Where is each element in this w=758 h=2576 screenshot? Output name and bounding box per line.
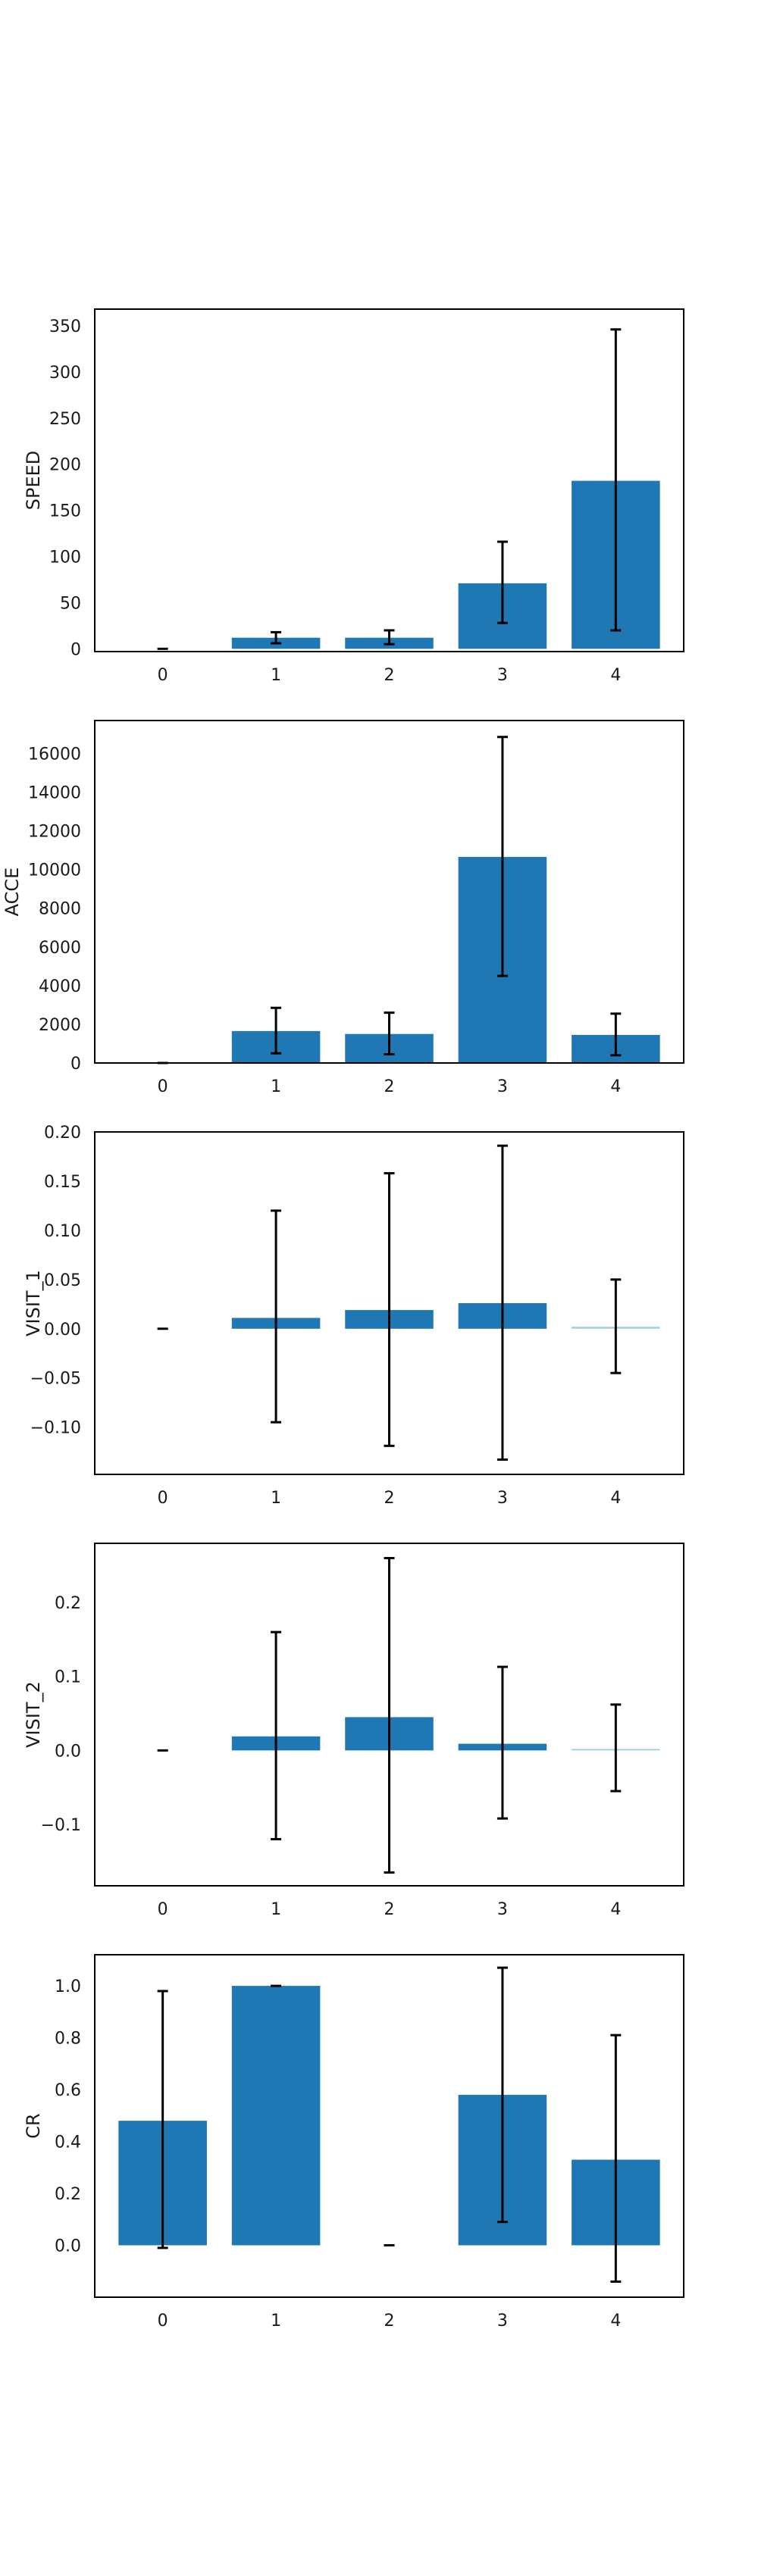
x-tick-label: 0 <box>158 1489 168 1508</box>
y-tick-label: 350 <box>49 317 81 336</box>
y-tick-label: 0.6 <box>55 2081 81 2100</box>
plot-frame <box>94 1954 684 2298</box>
x-tick-label: 2 <box>384 1900 395 1919</box>
chart-panel-acce: 0 2000 4000 6000 8000 10000 12000 14000 16000 0 1 2… <box>2 720 684 1096</box>
y-axis-label: SPEED <box>23 451 44 511</box>
error-bar <box>496 540 508 624</box>
chart-panel-visit-1: −0.10 −0.05 0.00 0.05 0.10 0.15 0.20 0 1 2 3 4 VISIT… <box>23 1124 684 1508</box>
error-bar <box>271 630 282 645</box>
x-tick-label: 1 <box>271 1077 281 1096</box>
x-tick-label: 0 <box>158 1077 168 1096</box>
y-tick-label: 16000 <box>28 745 81 764</box>
error-bar <box>384 1011 395 1056</box>
y-axis-label: CR <box>23 2113 44 2138</box>
plot-frame <box>94 1543 684 1887</box>
y-tick-label: 0.15 <box>44 1173 81 1192</box>
chart-panel-speed: 0 50 100 150 200 250 300 350 0 1 2 3 4 SPEED <box>23 308 684 685</box>
x-tick-label: 1 <box>271 2312 281 2331</box>
x-tick-label: 4 <box>610 666 621 685</box>
error-bar <box>384 629 395 646</box>
x-tick-label: 3 <box>497 1489 508 1508</box>
x-tick-label: 1 <box>271 1489 281 1508</box>
y-tick-label: 1.0 <box>55 1977 81 1996</box>
y-tick-label: 200 <box>49 456 81 475</box>
y-tick-label: 0.2 <box>55 2185 81 2204</box>
error-bar <box>384 1557 395 1874</box>
x-tick-label: 4 <box>610 1900 621 1919</box>
y-tick-label: 0.0 <box>55 1742 81 1761</box>
y-tick-label: 0.20 <box>44 1124 81 1143</box>
chart-panel-cr: 0.0 0.2 0.4 0.6 0.8 1.0 0 1 2 3 4 CR <box>23 1954 684 2331</box>
y-tick-label: 12000 <box>28 823 81 842</box>
error-bar <box>384 1172 395 1447</box>
error-bar <box>610 1278 622 1374</box>
y-tick-label: 0.00 <box>44 1321 81 1340</box>
x-tick-label: 4 <box>610 1077 621 1096</box>
x-tick-label: 2 <box>384 1077 395 1096</box>
plot-frame <box>94 1131 684 1475</box>
y-tick-label: 0.10 <box>44 1222 81 1241</box>
error-bar <box>610 2034 622 2283</box>
y-tick-label: 14000 <box>28 783 81 802</box>
x-tick-label: 0 <box>158 1900 168 1919</box>
x-tick-label: 3 <box>497 666 508 685</box>
x-tick-label: 3 <box>497 1900 508 1919</box>
y-tick-label: 300 <box>49 364 81 383</box>
y-axis-label: ACCE <box>2 868 23 917</box>
x-tick-label: 2 <box>384 666 395 685</box>
y-tick-label: 50 <box>60 594 81 613</box>
error-bar <box>496 1144 508 1462</box>
y-tick-label: 0 <box>70 1055 81 1074</box>
y-axis-label: VISIT_2 <box>23 1681 44 1748</box>
y-tick-label: 0.4 <box>55 2134 81 2152</box>
x-tick-label: 1 <box>271 1900 281 1919</box>
y-tick-label: 6000 <box>39 939 81 958</box>
bar <box>231 1986 321 2246</box>
y-tick-label: 4000 <box>39 977 81 996</box>
y-axis-label: VISIT_1 <box>23 1270 44 1336</box>
y-tick-label: 10000 <box>28 861 81 880</box>
error-bar <box>610 328 622 632</box>
error-bar <box>271 1630 282 1840</box>
chart-panel-visit-2: −0.1 0.0 0.1 0.2 0 1 2 3 4 VISIT_2 <box>23 1543 684 1919</box>
x-tick-label: 2 <box>384 1489 395 1508</box>
y-tick-label: 250 <box>49 410 81 429</box>
y-tick-label: 0.2 <box>55 1594 81 1613</box>
y-tick-label: −0.05 <box>30 1370 81 1389</box>
plot-frame <box>94 720 684 1064</box>
x-tick-label: 4 <box>610 2312 621 2331</box>
y-tick-label: −0.1 <box>41 1816 81 1835</box>
x-tick-label: 0 <box>158 2312 168 2331</box>
y-tick-label: 8000 <box>39 900 81 919</box>
error-bar <box>496 1966 508 2224</box>
y-tick-label: 0.05 <box>44 1271 81 1290</box>
plot-frame <box>94 308 684 652</box>
error-bar <box>496 736 508 977</box>
x-tick-label: 3 <box>497 2312 508 2331</box>
error-bar <box>157 1990 168 2249</box>
y-tick-label: −0.10 <box>30 1419 81 1438</box>
y-tick-label: 100 <box>49 549 81 567</box>
error-bar <box>610 1012 622 1057</box>
error-bar <box>610 1703 622 1793</box>
y-tick-label: 150 <box>49 502 81 521</box>
error-bar <box>496 1665 508 1820</box>
y-tick-label: 0.0 <box>55 2237 81 2256</box>
x-tick-label: 0 <box>158 666 168 685</box>
y-tick-label: 0.8 <box>55 2030 81 2049</box>
x-tick-label: 2 <box>384 2312 395 2331</box>
error-bar <box>271 1006 282 1055</box>
error-bar <box>271 1209 282 1424</box>
y-tick-label: 2000 <box>39 1016 81 1035</box>
x-tick-label: 4 <box>610 1489 621 1508</box>
x-tick-label: 3 <box>497 1077 508 1096</box>
y-tick-label: 0.1 <box>55 1668 81 1687</box>
y-tick-label: 0 <box>70 640 81 659</box>
x-tick-label: 1 <box>271 666 281 685</box>
